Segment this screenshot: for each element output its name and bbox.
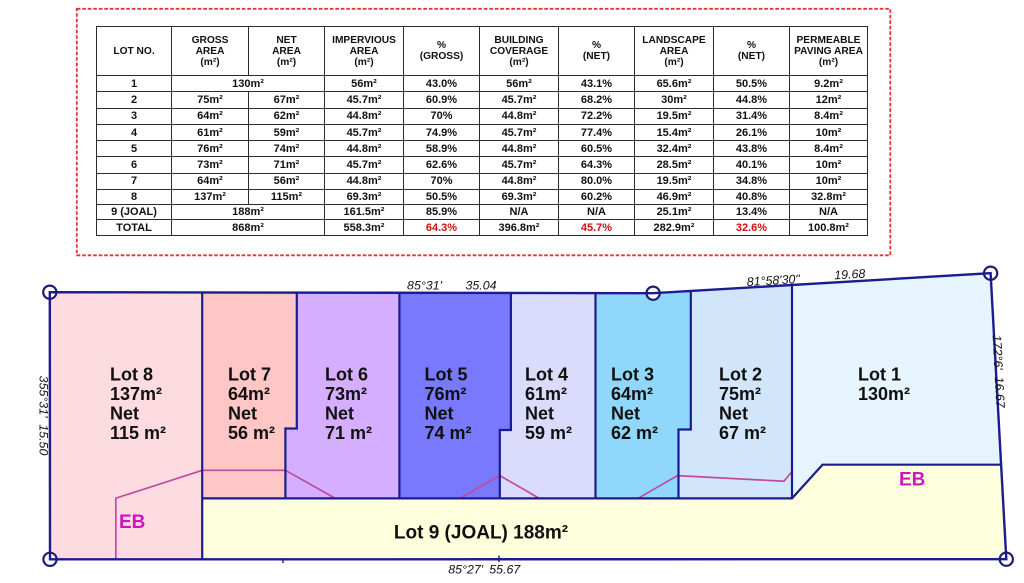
svg-text:Net: Net [425,404,454,424]
svg-text:64m²: 64m² [228,384,270,404]
svg-text:Lot 3: Lot 3 [611,365,654,385]
svg-text:Net: Net [325,404,354,424]
svg-text:EB: EB [119,512,145,533]
svg-text:19.68: 19.68 [834,267,866,283]
svg-text:130m²: 130m² [858,384,910,404]
svg-text:62 m²: 62 m² [611,423,658,443]
svg-text:Lot 4: Lot 4 [525,365,568,385]
svg-text:Net: Net [611,404,640,424]
svg-text:Net: Net [228,404,257,424]
svg-text:64m²: 64m² [611,384,653,404]
svg-text:59 m²: 59 m² [525,423,572,443]
svg-text:81°58'30": 81°58'30" [746,272,800,289]
svg-text:75m²: 75m² [719,384,761,404]
svg-text:73m²: 73m² [325,384,367,404]
svg-text:74 m²: 74 m² [425,423,472,443]
svg-text:71 m²: 71 m² [325,423,372,443]
svg-text:115 m²: 115 m² [110,423,166,443]
svg-text:172°6' 16.67: 172°6' 16.67 [990,335,1008,410]
svg-text:67 m²: 67 m² [719,423,766,443]
svg-text:85°27': 85°27' [448,563,484,577]
svg-text:85°31': 85°31' [407,279,443,293]
svg-text:Lot 7: Lot 7 [228,365,271,385]
svg-text:137m²: 137m² [110,384,162,404]
svg-text:76m²: 76m² [425,384,467,404]
svg-text:56 m²: 56 m² [228,423,275,443]
svg-text:Lot 5: Lot 5 [425,365,468,385]
svg-text:EB: EB [899,470,925,491]
svg-text:Net: Net [525,404,554,424]
svg-text:Net: Net [719,404,748,424]
svg-text:61m²: 61m² [525,384,567,404]
svg-text:Lot 1: Lot 1 [858,365,901,385]
svg-text:355°31' 15.50: 355°31' 15.50 [37,376,51,456]
svg-text:Lot 6: Lot 6 [325,365,368,385]
svg-text:Lot 8: Lot 8 [110,365,153,385]
svg-text:55.67: 55.67 [489,563,521,577]
svg-text:Lot 2: Lot 2 [719,365,762,385]
svg-text:Net: Net [110,404,139,424]
svg-text:Lot 9 (JOAL) 188m²: Lot 9 (JOAL) 188m² [394,523,568,544]
svg-text:35.04: 35.04 [465,279,496,293]
